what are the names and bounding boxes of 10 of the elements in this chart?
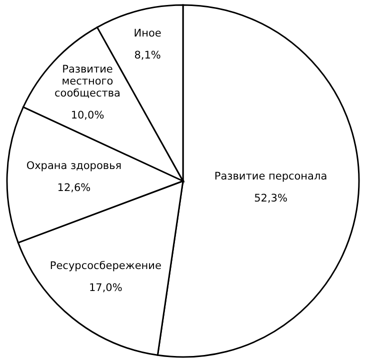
data-label: 12,6%	[57, 182, 91, 194]
data-label: 10,0%	[70, 109, 104, 122]
slice-label: Охрана здоровья	[26, 160, 122, 172]
data-label: 8,1%	[134, 50, 161, 62]
slice-label: Развитие персонала	[214, 170, 328, 182]
slice-label: Ресурсосбережение	[50, 260, 162, 272]
data-label: 17,0%	[88, 282, 122, 294]
data-label: 52,3%	[254, 192, 288, 204]
slice-label: Развитие местного сообщества	[54, 63, 120, 100]
slice-label: Иное	[134, 28, 162, 40]
